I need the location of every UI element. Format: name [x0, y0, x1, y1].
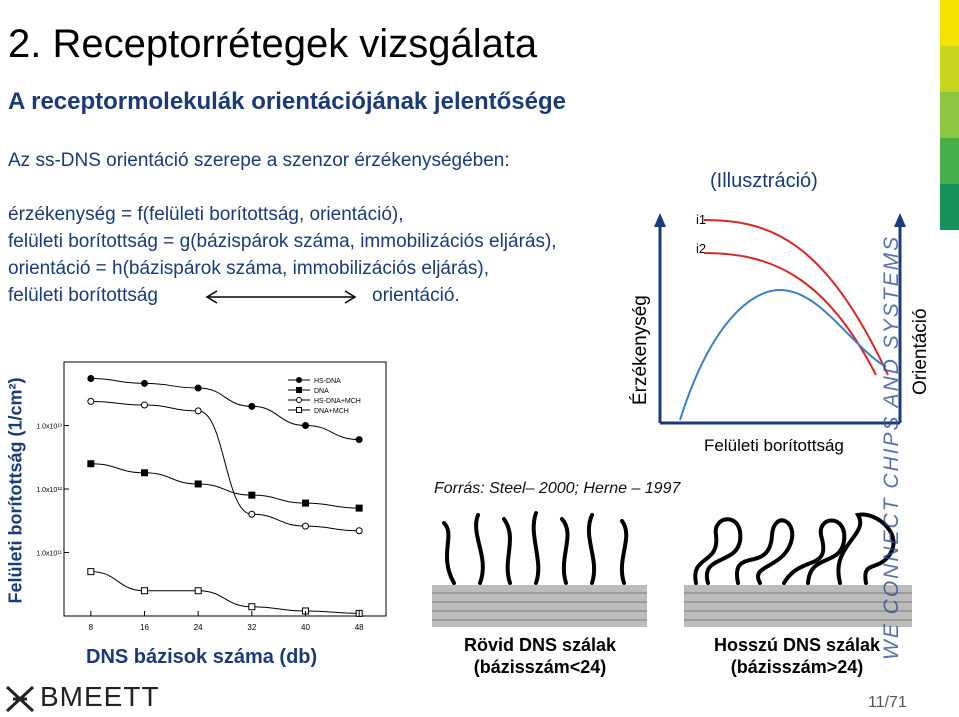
data-point	[87, 460, 95, 468]
sensitivity-curve-i2	[703, 252, 877, 376]
illustration-y2label: Orientáció	[910, 308, 931, 395]
data-point	[141, 379, 148, 387]
coverage-axis-label: Felületi borítottság (1/cm²)	[5, 377, 26, 604]
data-point	[141, 587, 148, 595]
x-tick-label: 16	[140, 623, 149, 632]
legend-label: HS-DNA+MCH	[314, 398, 361, 405]
short-dna-figure	[432, 511, 647, 627]
brand-color-strip	[940, 0, 959, 230]
data-point	[87, 374, 95, 382]
chart-xlabel: DNS bázisok száma (db)	[86, 646, 318, 668]
relation-right: orientáció.	[372, 285, 460, 306]
legend-marker	[296, 407, 302, 413]
data-point	[248, 491, 256, 499]
short-dna-caption-line2: (bázisszám<24)	[473, 657, 607, 677]
data-point	[194, 384, 202, 392]
tagline: WE CONNECT CHIPS AND SYSTEMS	[880, 234, 903, 660]
slide-subtitle: A receptormolekulák orientációjának jele…	[8, 88, 566, 115]
data-point	[355, 527, 363, 535]
series-line	[90, 400, 360, 532]
equation-coverage: felületi borítottság = g(bázispárok szám…	[8, 231, 557, 252]
legend-label: HS-DNA	[314, 378, 341, 385]
legend-marker	[296, 387, 302, 393]
y-tick-label: 1.0x10¹³	[36, 424, 62, 431]
illustration-ylabel: Érzékenység	[630, 295, 651, 405]
data-point	[194, 480, 202, 488]
x-tick-label: 32	[247, 623, 256, 632]
illustration-xlabel: Felületi borítottság	[704, 436, 844, 455]
long-dna-figure	[684, 512, 912, 627]
series-line	[90, 571, 360, 614]
bme-logo-icon	[5, 685, 35, 713]
curve-label-i1: i1	[696, 212, 706, 227]
legend-label: DNA	[314, 388, 329, 395]
curve-label-i2: i2	[696, 241, 706, 256]
data-point	[355, 504, 363, 512]
illustration-label: (Illusztráció)	[710, 170, 818, 192]
x-tick-label: 8	[89, 623, 94, 632]
short-dna-caption-line1: Rövid DNS szálak	[463, 635, 617, 655]
data-point	[87, 568, 95, 576]
data-point	[355, 436, 363, 444]
orientation-curve	[679, 288, 887, 421]
y-tick-label: 1.0x10¹¹	[36, 551, 62, 558]
data-point	[141, 401, 148, 409]
double-arrow-icon	[205, 290, 357, 304]
data-point	[87, 397, 95, 405]
x-tick-label: 48	[355, 623, 364, 632]
long-dna-caption: Hosszú DNS szálak (bázisszám>24)	[692, 634, 902, 678]
data-point	[194, 407, 202, 415]
page-number: 11/71	[868, 694, 907, 711]
data-point	[302, 422, 309, 429]
x-tick-label: 24	[194, 623, 203, 632]
short-dna-caption: Rövid DNS szálak (bázisszám<24)	[440, 634, 640, 678]
legend-marker	[296, 397, 302, 403]
data-point	[141, 469, 148, 477]
data-point	[302, 522, 309, 530]
coverage-chart: 8 16 24 32 40 48 1.0x10¹³ 1.0x10¹² 1.0x10¹¹ HS-D…	[36, 361, 387, 632]
relation-left: felületi borítottság	[8, 285, 158, 306]
data-point	[248, 603, 256, 611]
illustration-chart: Érzékenység Felületi borítottság Orientá…	[630, 212, 931, 455]
source-citation: Forrás: Steel– 2000; Herne – 1997	[434, 480, 681, 497]
y-tick-label: 1.0x10¹²	[36, 487, 62, 494]
data-point	[248, 510, 256, 518]
legend-label: DNA+MCH	[314, 408, 349, 415]
intro-text: Az ss-DNS orientáció szerepe a szenzor é…	[8, 150, 510, 171]
data-point	[248, 402, 256, 410]
sensitivity-curve-i1	[703, 219, 889, 376]
x-tick-label: 40	[301, 623, 310, 632]
data-point	[302, 499, 309, 507]
series-line	[90, 463, 360, 509]
long-dna-caption-line2: (bázisszám>24)	[730, 657, 864, 677]
data-point	[194, 587, 202, 595]
equation-sensitivity: érzékenység = f(felületi borítottság, or…	[8, 204, 404, 225]
brand-name: BMEETT	[40, 681, 160, 712]
long-dna-caption-line1: Hosszú DNS szálak	[713, 635, 881, 655]
equation-orientation: orientáció = h(bázispárok száma, immobil…	[8, 258, 489, 279]
legend-marker	[296, 377, 302, 383]
slide-title: 2. Receptorrétegek vizsgálata	[8, 22, 538, 66]
